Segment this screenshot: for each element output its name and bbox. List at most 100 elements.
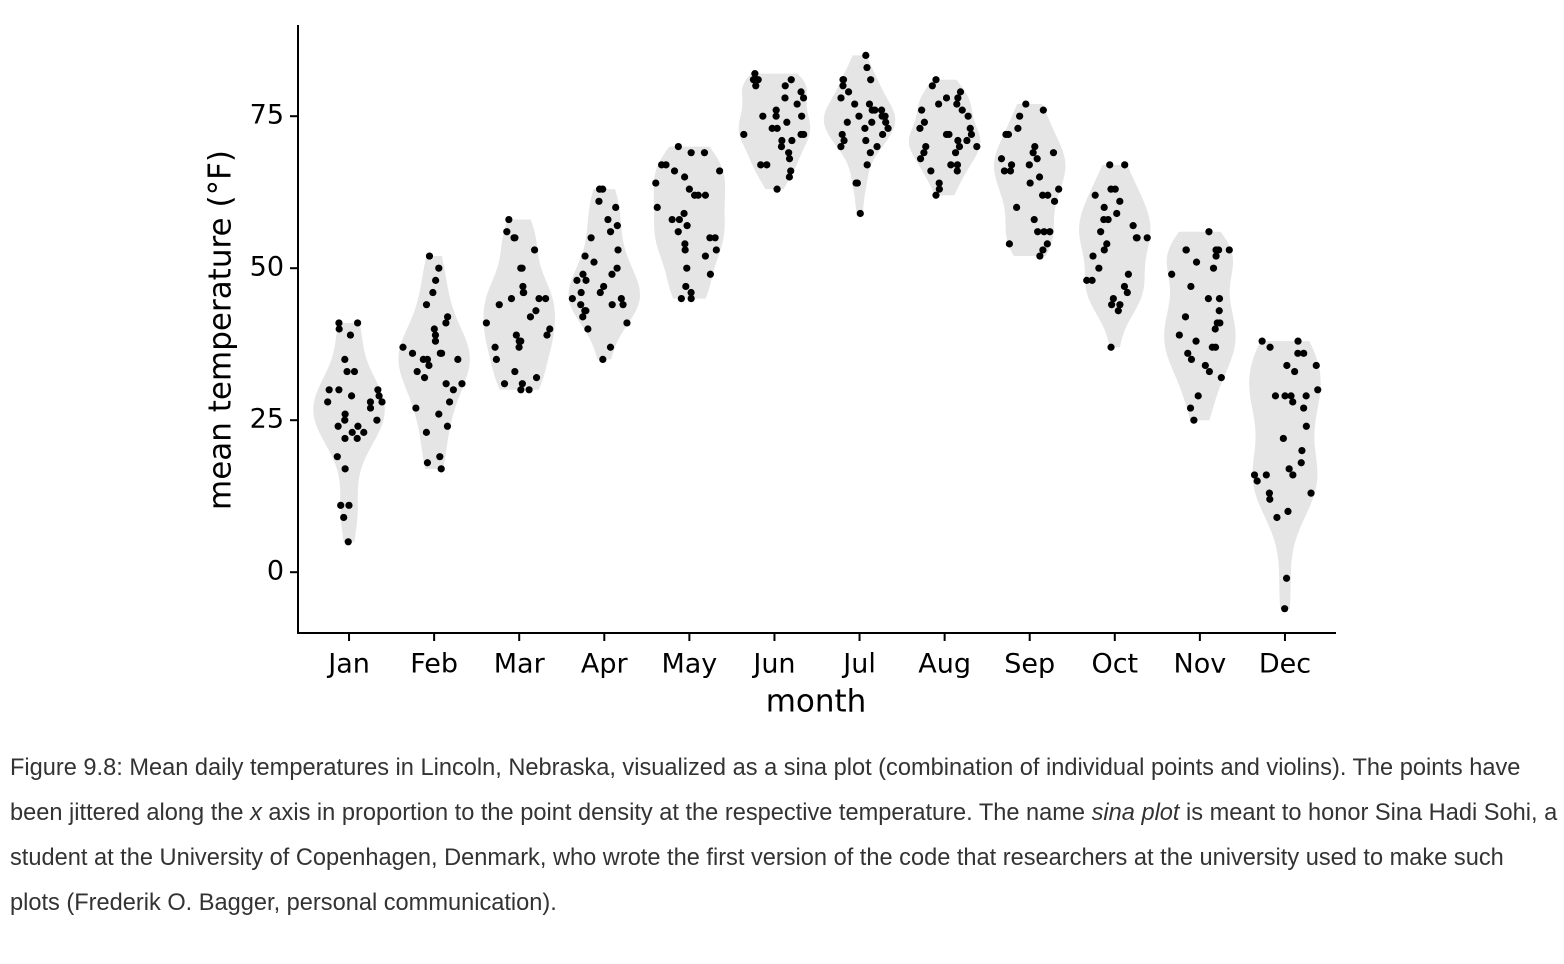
point: [347, 392, 356, 400]
point: [1108, 301, 1116, 309]
point: [1281, 392, 1289, 400]
point: [500, 380, 509, 388]
point: [568, 295, 576, 303]
point: [596, 288, 604, 297]
point: [773, 124, 781, 132]
point: [530, 246, 539, 254]
point: [865, 100, 874, 108]
point: [873, 143, 881, 151]
point: [612, 203, 620, 211]
point: [916, 124, 924, 132]
point: [399, 343, 407, 351]
point: [432, 276, 440, 284]
point: [951, 149, 960, 157]
point: [706, 270, 715, 278]
point: [674, 143, 682, 151]
point: [1271, 392, 1280, 400]
y-tick-label: 75: [250, 100, 284, 131]
point: [920, 118, 929, 126]
point: [670, 167, 679, 175]
point: [1262, 471, 1270, 479]
point: [1123, 288, 1131, 297]
point: [443, 422, 452, 430]
y-tick-label: 25: [250, 404, 284, 435]
point: [543, 331, 551, 339]
point: [614, 246, 622, 254]
point: [1039, 106, 1047, 114]
point: [1000, 167, 1009, 175]
point: [573, 276, 581, 284]
point: [341, 416, 349, 424]
point: [967, 130, 976, 139]
point: [542, 295, 550, 303]
caption-text: x: [250, 800, 262, 826]
point: [454, 355, 462, 363]
point: [879, 130, 887, 139]
point: [1039, 246, 1047, 254]
point: [781, 82, 789, 90]
point: [844, 88, 853, 96]
violin: [1079, 164, 1151, 348]
point: [1187, 282, 1195, 291]
point: [955, 143, 964, 151]
point: [425, 252, 434, 260]
x-tick-label: Mar: [494, 649, 546, 680]
point: [1107, 343, 1115, 351]
point: [525, 386, 533, 394]
point: [861, 124, 869, 132]
violin: [1164, 231, 1236, 421]
point: [581, 307, 589, 315]
point: [1111, 185, 1119, 193]
point: [694, 191, 702, 199]
point: [856, 209, 864, 218]
point: [413, 367, 421, 376]
point: [781, 94, 789, 102]
point: [608, 270, 616, 278]
point: [1307, 489, 1315, 497]
point: [431, 331, 440, 339]
point: [1282, 574, 1291, 582]
point: [366, 398, 375, 406]
point: [958, 106, 966, 114]
point: [408, 349, 417, 357]
point: [1014, 124, 1022, 132]
point: [1100, 246, 1108, 254]
point: [510, 234, 518, 242]
caption: Figure 9.8: Mean daily temperatures in L…: [10, 746, 1558, 926]
point: [1289, 398, 1297, 406]
point: [1225, 246, 1233, 254]
point: [787, 167, 795, 175]
point: [1181, 313, 1190, 321]
point: [867, 76, 875, 84]
point: [512, 331, 520, 339]
point: [435, 410, 443, 418]
point: [1302, 392, 1310, 400]
point: [683, 264, 691, 272]
point: [1266, 495, 1274, 503]
point: [587, 234, 595, 242]
x-tick-label: Feb: [410, 649, 458, 680]
point: [706, 234, 714, 242]
point: [662, 161, 670, 169]
point: [517, 386, 525, 394]
point: [503, 228, 511, 236]
point: [619, 301, 627, 309]
point: [778, 136, 786, 145]
x-tick-label: Dec: [1259, 649, 1311, 680]
point: [1213, 319, 1221, 327]
point: [422, 301, 431, 309]
point: [325, 386, 333, 394]
point: [1253, 477, 1261, 485]
point: [1289, 471, 1297, 479]
point: [922, 143, 930, 151]
point: [374, 386, 382, 394]
point: [1212, 252, 1220, 260]
point: [444, 313, 452, 321]
point: [878, 112, 886, 120]
point: [783, 118, 791, 126]
point: [518, 380, 526, 388]
point: [435, 264, 443, 272]
point: [617, 295, 625, 303]
point: [935, 179, 943, 187]
caption-text: axis in proportion to the point density …: [261, 800, 1092, 826]
